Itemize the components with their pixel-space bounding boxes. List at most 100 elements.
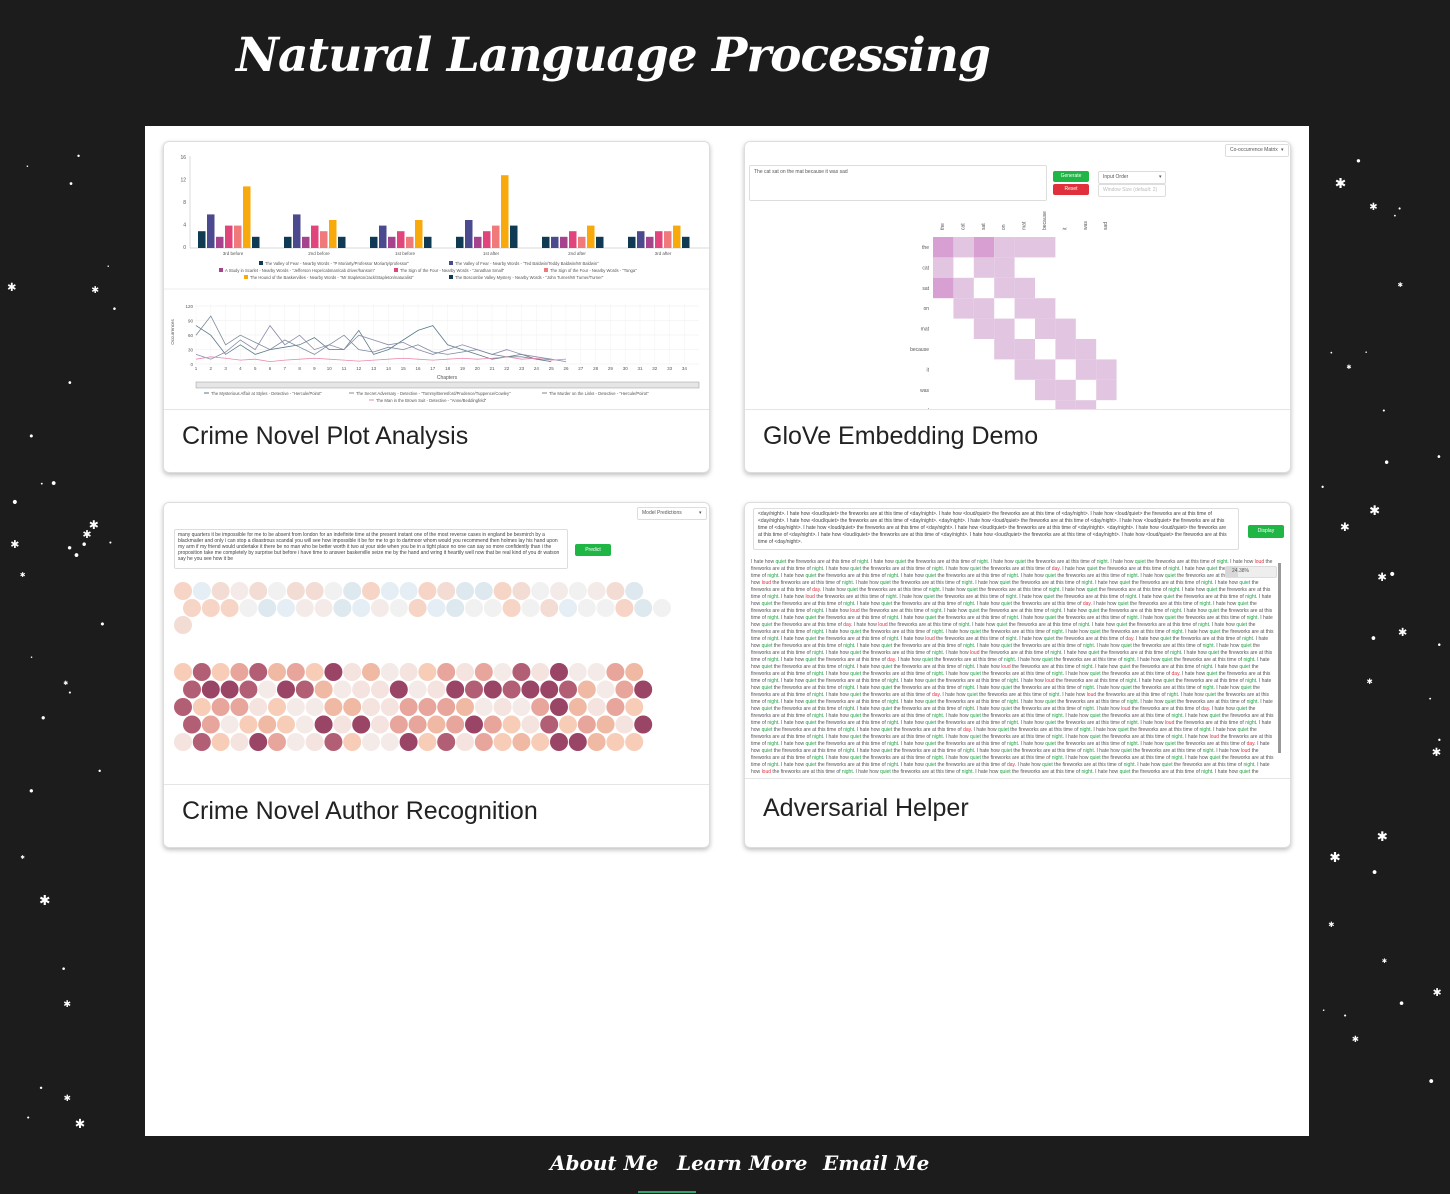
prediction-bubble — [192, 582, 211, 600]
line-legend-entry: The Secret Adversary - Detective - "Tomm… — [356, 391, 511, 396]
line-y-axis-label: Occurrences — [170, 318, 175, 344]
matrix-cell — [1055, 339, 1076, 360]
star-icon: • — [39, 711, 47, 726]
line-x-tick-label: 5 — [254, 366, 257, 371]
star-icon: • — [67, 377, 73, 389]
matrix-column-label: cat — [960, 223, 966, 230]
matrix-cell — [1096, 379, 1117, 401]
bar-mark — [397, 231, 405, 248]
nav-learn-more[interactable]: Learn More — [677, 1151, 808, 1175]
prediction-bubble — [201, 599, 220, 617]
matrix-cell — [953, 237, 974, 258]
star-icon: ✱ — [63, 1094, 71, 1105]
bar-mark — [234, 225, 242, 248]
matrix-cell — [1055, 379, 1076, 401]
matrix-cell — [973, 318, 995, 339]
window-size-placeholder: Window Size (default: 2) — [1103, 187, 1158, 193]
sentence-input-value: The cat sat on the mat because it was sa… — [754, 169, 848, 175]
star-icon: ✱ — [1397, 281, 1404, 290]
sentence-input: The cat sat on the mat because it was sa… — [749, 165, 1047, 201]
star-icon: ✱ — [39, 892, 51, 909]
bar-mark — [569, 231, 577, 248]
progress-bar-fill — [1226, 567, 1239, 577]
bar-mark — [483, 231, 491, 248]
matrix-cell — [1014, 237, 1035, 258]
prediction-bubble — [418, 698, 437, 716]
prediction-bubble — [465, 680, 483, 699]
prediction-bubble — [502, 599, 521, 617]
line-x-tick-label: 34 — [682, 366, 688, 371]
line-x-tick-label: 1 — [195, 366, 198, 371]
matrix-cell — [933, 257, 954, 278]
reset-button: Reset — [1053, 184, 1089, 195]
star-icon: ✱ — [1366, 677, 1373, 687]
chevron-down-icon: ▾ — [1159, 174, 1162, 180]
matrix-column-label: on — [1001, 224, 1007, 230]
line-x-tick-label: 15 — [401, 366, 407, 371]
prediction-bubble — [427, 599, 446, 617]
matrix-column-label: was — [1083, 221, 1089, 230]
prediction-bubble — [559, 680, 577, 699]
prediction-bubble — [474, 698, 493, 716]
card-glove-embedding-demo[interactable]: Co-occurrence Matrix ▾ The cat sat on th… — [744, 141, 1291, 473]
line-y-tick-label: 120 — [185, 304, 193, 309]
prediction-bubble — [183, 599, 201, 617]
star-icon: ✱ — [74, 1115, 86, 1131]
display-button: Display — [1248, 525, 1284, 538]
star-icon: • — [49, 477, 58, 493]
matrix-cell — [994, 237, 1015, 258]
prediction-bubble — [211, 582, 230, 600]
matrix-cell — [1055, 400, 1076, 409]
prediction-bubbles — [174, 582, 671, 751]
bar-mark — [252, 236, 260, 248]
prediction-bubble — [239, 715, 258, 734]
nav-about-me[interactable]: About Me — [550, 1151, 659, 1175]
prediction-bubble — [512, 733, 531, 751]
matrix-cell — [1014, 277, 1035, 299]
star-icon: • — [72, 548, 81, 564]
line-x-tick-label: 9 — [313, 366, 316, 371]
line-y-tick-label: 90 — [188, 319, 194, 324]
prediction-bubble — [606, 582, 625, 600]
matrix-cell — [1055, 318, 1076, 339]
bar-x-tick-label: 1st before — [395, 251, 416, 256]
prediction-bubble — [437, 663, 456, 681]
matrix-cell — [1035, 318, 1056, 339]
prediction-bubble — [230, 582, 249, 600]
prediction-bubble — [418, 663, 437, 681]
bar-mark — [379, 225, 387, 248]
line-x-tick-label: 29 — [608, 366, 614, 371]
prediction-bubble — [408, 680, 427, 699]
line-x-tick-label: 16 — [415, 366, 421, 371]
matrix-row-label: cat — [922, 265, 929, 271]
prediction-bubble — [399, 582, 418, 600]
prediction-bubble — [634, 680, 653, 699]
line-x-tick-label: 31 — [637, 366, 643, 371]
prediction-bubble — [211, 663, 230, 681]
star-icon: • — [1436, 451, 1442, 463]
matrix-column-label: because — [1042, 211, 1048, 230]
bar-mark — [673, 225, 681, 248]
bar-x-tick-label: 1st after — [483, 251, 500, 256]
star-icon: • — [1329, 350, 1334, 357]
line-x-tick-label: 13 — [371, 366, 377, 371]
prediction-bubble — [559, 715, 577, 734]
card-crime-novel-author-recognition[interactable]: Model Predictions ▾ many quarters it be … — [163, 502, 710, 848]
prediction-bubble — [587, 663, 606, 681]
bar-legend-entry: The Valley of Fear - Nearby Words - "Ted… — [455, 261, 599, 266]
star-icon: ✱ — [82, 527, 92, 541]
prediction-bubble — [531, 733, 550, 751]
bar-mark — [682, 236, 690, 248]
star-icon: ✱ — [1334, 176, 1347, 193]
prediction-bubble — [437, 733, 456, 751]
prediction-bubble — [625, 698, 644, 716]
prediction-bubble — [333, 599, 352, 617]
bar-mark — [243, 186, 251, 248]
card-adversarial-helper[interactable]: <day/night>. I hate how <loud/quiet> the… — [744, 502, 1291, 848]
prediction-bubble — [493, 663, 512, 681]
matrix-cell — [953, 277, 974, 299]
card-crime-novel-plot-analysis[interactable]: 16 12 8 4 0 3rd before 2nd before 1st before 1st… — [163, 141, 710, 473]
nav-email-me[interactable]: Email Me — [823, 1151, 930, 1175]
prediction-bubble — [249, 733, 268, 751]
